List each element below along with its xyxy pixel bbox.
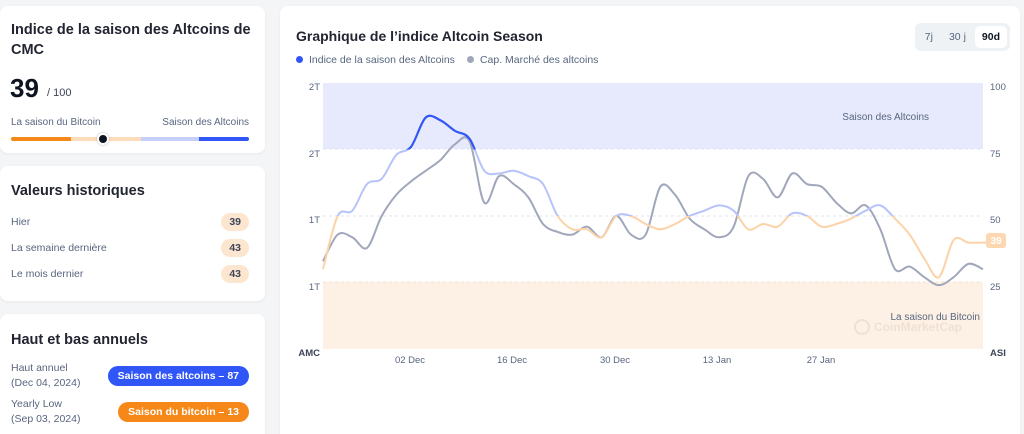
history-row: Hier 39 (11, 212, 249, 232)
index-gauge (11, 133, 249, 145)
yearly-high-label: Haut annuel (11, 362, 68, 374)
altcoin-season-label: Saison des Altcoins (162, 117, 249, 128)
watermark-text: CoinMarketCap (874, 320, 962, 334)
yearly-high: Haut annuel (Dec 04, 2024) (11, 361, 80, 391)
chart-legend: Indice de la saison des Altcoins Cap. Ma… (296, 54, 598, 66)
tab-7d[interactable]: 7j (924, 31, 933, 43)
history-value: 43 (221, 239, 249, 257)
bitcoin-season-band (323, 282, 983, 349)
range-tabs: 7j 30 j 90d (914, 23, 1010, 51)
tab-30d[interactable]: 30 j (948, 31, 966, 43)
left-tick: 2T (309, 149, 320, 160)
left-tick: 1T (309, 282, 320, 293)
history-label: Le mois dernier (11, 268, 84, 280)
altcoin-index-line (405, 114, 477, 150)
left-axis-title: AMC (298, 348, 320, 359)
left-tick: 1T (309, 215, 320, 226)
yearly-low: Yearly Low (Sep 03, 2024) (11, 397, 80, 427)
yearly-low-label: Yearly Low (11, 398, 62, 410)
legend-label: Cap. Marché des altcoins (479, 54, 599, 66)
yearly-low-date: (Sep 03, 2024) (11, 413, 81, 425)
yearly-low-badge: Saison du bitcoin – 13 (118, 402, 249, 422)
legend-item-marketcap[interactable]: Cap. Marché des altcoins (466, 54, 599, 66)
history-row: La semaine dernière 43 (11, 238, 249, 258)
legend-dot-icon (466, 56, 474, 63)
right-tick: 50 (990, 215, 1001, 226)
legend-label: Indice de la saison des Altcoins (309, 54, 455, 66)
bitcoin-zone-label: La saison du Bitcoin (890, 312, 980, 323)
chart-title: Graphique de l’indice Altcoin Season (296, 28, 543, 44)
yearly-high-badge: Saison des altcoins – 87 (107, 366, 249, 386)
altcoin-index-line (336, 149, 894, 216)
x-tick: 02 Dec (395, 355, 425, 366)
marketcap-line (322, 136, 984, 287)
chart-plot[interactable]: Saison des Altcoins La saison du Bitcoin… (280, 6, 1020, 434)
card-title: Valeurs historiques (11, 183, 145, 199)
right-tick: 75 (990, 149, 1001, 160)
legend-dot-icon (296, 56, 303, 63)
right-tick: 100 (990, 82, 1006, 93)
gauge-bitcoin-segment (11, 137, 71, 141)
yearly-high-low-card: Haut et bas annuels Haut annuel (Dec 04,… (0, 314, 265, 434)
bitcoin-season-label: La saison du Bitcoin (11, 117, 101, 128)
coinmarketcap-watermark: CoinMarketCap (854, 319, 962, 335)
x-tick: 13 Jan (703, 355, 732, 366)
altcoin-season-chart-card: Graphique de l’indice Altcoin Season Ind… (280, 6, 1020, 434)
gauge-knob (97, 133, 109, 145)
x-tick: 30 Dec (600, 355, 630, 366)
altcoin-zone-label: Saison des Altcoins (842, 112, 929, 123)
chart-series (322, 114, 986, 287)
historical-values-card: Valeurs historiques Hier 39 La semaine d… (0, 166, 265, 301)
history-value: 43 (221, 265, 249, 283)
altcoin-index-line (322, 216, 984, 279)
card-title: Indice de la saison des Altcoins de CMC (11, 22, 251, 58)
history-value: 39 (221, 213, 249, 231)
right-axis-title: ASI (990, 348, 1006, 359)
cmc-logo-icon (854, 319, 870, 335)
x-tick: 27 Jan (807, 355, 836, 366)
index-value: 39 (10, 73, 39, 103)
tab-90d[interactable]: 90d (974, 26, 1007, 48)
card-title: Haut et bas annuels (11, 332, 148, 348)
index-max: / 100 (47, 87, 72, 99)
history-label: Hier (11, 216, 31, 228)
gauge-altcoin-segment (199, 137, 249, 141)
yearly-high-date: (Dec 04, 2024) (11, 377, 81, 389)
current-value-marker (986, 233, 1006, 248)
left-tick: 2T (309, 82, 320, 93)
legend-item-index[interactable]: Indice de la saison des Altcoins (296, 54, 455, 66)
history-row: Le mois dernier 43 (11, 264, 249, 284)
altcoin-index-card: Indice de la saison des Altcoins de CMC … (0, 6, 265, 153)
history-label: La semaine dernière (11, 242, 107, 254)
right-tick: 25 (990, 282, 1001, 293)
gauge-altcoin-light-segment (141, 137, 199, 141)
current-value-text: 39 (990, 236, 1002, 247)
x-tick: 16 Dec (497, 355, 527, 366)
